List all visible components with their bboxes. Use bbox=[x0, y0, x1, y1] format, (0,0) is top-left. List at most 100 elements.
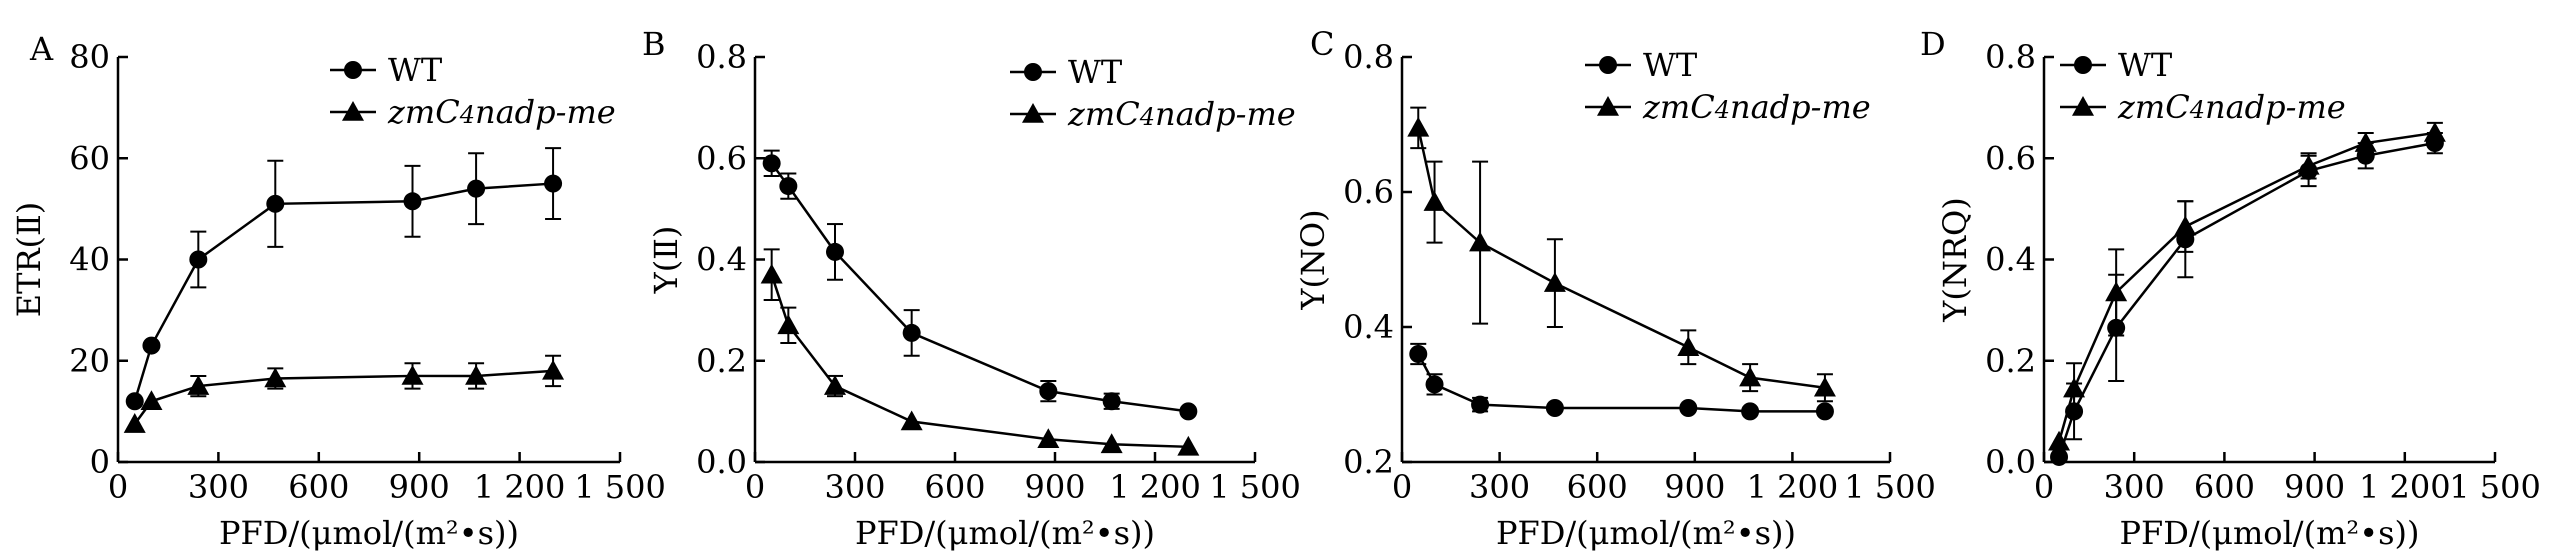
data-point bbox=[1469, 231, 1492, 252]
y-tick-label: 0.4 bbox=[1985, 241, 2036, 279]
x-tick-label: 1 200 bbox=[1109, 468, 1201, 506]
series-mutant bbox=[123, 354, 565, 433]
x-tick-label: 0 bbox=[2034, 468, 2054, 506]
data-point bbox=[542, 359, 565, 380]
legend-label: WT bbox=[388, 51, 443, 89]
series-wt bbox=[125, 147, 563, 411]
legend-marker bbox=[1597, 96, 1619, 116]
y-tick-label: 0.6 bbox=[1985, 139, 2036, 177]
data-point bbox=[1102, 392, 1121, 411]
y-tick-label: 0.6 bbox=[696, 139, 747, 177]
legend-marker bbox=[1022, 103, 1044, 123]
y-tick-label: 0.8 bbox=[1985, 38, 2036, 76]
y-axis-label: ETR(Ⅱ) bbox=[10, 202, 48, 318]
series-mutant bbox=[760, 248, 1200, 456]
data-point bbox=[544, 174, 563, 193]
data-point bbox=[762, 154, 781, 173]
x-tick-label: 600 bbox=[2194, 468, 2255, 506]
data-point bbox=[403, 192, 422, 211]
data-point bbox=[465, 364, 488, 385]
x-tick-label: 0 bbox=[745, 468, 765, 506]
data-point bbox=[760, 263, 783, 284]
panel-label: C bbox=[1310, 25, 1334, 63]
data-point bbox=[1741, 402, 1760, 421]
data-point bbox=[2423, 121, 2446, 142]
y-tick-label: 0.4 bbox=[696, 241, 747, 279]
chart-panel-a: 0 300 600 900 1 200 1 500 0 20 40 60 80 PFD/(μmol/(… bbox=[10, 30, 666, 552]
data-point bbox=[187, 375, 210, 395]
data-point bbox=[264, 367, 287, 388]
data-point bbox=[1423, 191, 1446, 211]
data-point bbox=[142, 336, 161, 355]
series-line bbox=[770, 162, 1189, 413]
y-tick-label: 0.0 bbox=[1985, 443, 2036, 481]
data-point bbox=[123, 413, 146, 433]
data-point bbox=[2063, 377, 2086, 398]
x-tick-label: 1 200 bbox=[474, 468, 566, 506]
chart-panel-b: 0 300 600 900 1 200 1 500 0.0 0.2 0.4 0.6 0.8 PFD/(… bbox=[642, 25, 1301, 552]
y-tick-label: 0.4 bbox=[1343, 308, 1394, 346]
data-point bbox=[1409, 345, 1428, 363]
data-point bbox=[1739, 366, 1762, 387]
x-axis-label: PFD/(μmol/(m²•s)) bbox=[1496, 514, 1796, 552]
x-tick-label: 600 bbox=[924, 468, 985, 506]
y-tick-label: 20 bbox=[69, 342, 110, 380]
data-point bbox=[1037, 428, 1060, 449]
data-point bbox=[1039, 382, 1058, 401]
data-point bbox=[467, 179, 486, 198]
data-point bbox=[140, 390, 163, 411]
data-point bbox=[1100, 433, 1123, 454]
x-tick-label: 300 bbox=[1469, 468, 1530, 506]
legend-label: zmC4nadp-me bbox=[387, 93, 616, 131]
y-tick-label: 0.2 bbox=[1343, 443, 1394, 481]
data-point bbox=[2048, 430, 2071, 451]
data-point bbox=[125, 392, 144, 411]
y-tick-label: 0.8 bbox=[1343, 38, 1394, 76]
chart-panel-c: 0 300 600 900 1 200 1 500 0.2 0.4 0.6 0.8 PFD/(μmo… bbox=[1294, 25, 1936, 552]
y-axis-label: Y(Ⅱ) bbox=[647, 226, 685, 295]
data-point bbox=[1677, 336, 1700, 357]
data-point bbox=[189, 250, 208, 269]
legend-label: WT bbox=[1643, 46, 1698, 84]
data-point bbox=[2050, 447, 2069, 466]
y-tick-label: 40 bbox=[69, 241, 110, 279]
x-tick-label: 1 500 bbox=[2449, 468, 2541, 506]
data-point bbox=[2105, 281, 2128, 302]
series-wt bbox=[1409, 342, 1834, 421]
x-tick-label: 900 bbox=[1664, 468, 1725, 506]
x-tick-label: 1 500 bbox=[1844, 468, 1936, 506]
legend-label: zmC4nadp-me bbox=[1067, 95, 1296, 133]
data-point bbox=[266, 194, 285, 213]
x-tick-label: 300 bbox=[824, 468, 885, 506]
panel-label: D bbox=[1920, 25, 1946, 63]
y-tick-label: 0 bbox=[90, 443, 110, 481]
legend-marker bbox=[1024, 63, 1042, 81]
y-tick-label: 80 bbox=[69, 38, 110, 76]
data-point bbox=[779, 177, 798, 196]
y-tick-label: 0.0 bbox=[696, 443, 747, 481]
y-axis-label: Y(NO) bbox=[1294, 209, 1332, 310]
x-axis-label: PFD/(μmol/(m²•s)) bbox=[219, 514, 519, 552]
x-tick-label: 1 500 bbox=[574, 468, 666, 506]
series-line bbox=[133, 182, 554, 402]
x-tick-label: 1 200 bbox=[1747, 468, 1839, 506]
data-point bbox=[1177, 435, 1200, 456]
x-tick-label: 900 bbox=[389, 468, 450, 506]
y-tick-label: 0.8 bbox=[696, 38, 747, 76]
data-point bbox=[1407, 116, 1430, 137]
data-point bbox=[826, 242, 844, 261]
data-point bbox=[824, 375, 846, 395]
data-point bbox=[902, 323, 921, 342]
data-point bbox=[1815, 402, 1834, 421]
x-tick-label: 0 bbox=[108, 468, 128, 506]
x-tick-label: 1 200 bbox=[2359, 468, 2451, 506]
y-tick-label: 60 bbox=[69, 139, 110, 177]
data-point bbox=[1543, 272, 1566, 292]
legend-label: WT bbox=[1068, 53, 1123, 91]
y-tick-label: 0.2 bbox=[696, 342, 747, 380]
series-mutant bbox=[1407, 106, 1836, 403]
series-wt bbox=[762, 149, 1198, 421]
data-point bbox=[1471, 395, 1490, 414]
x-tick-label: 0 bbox=[1392, 468, 1412, 506]
